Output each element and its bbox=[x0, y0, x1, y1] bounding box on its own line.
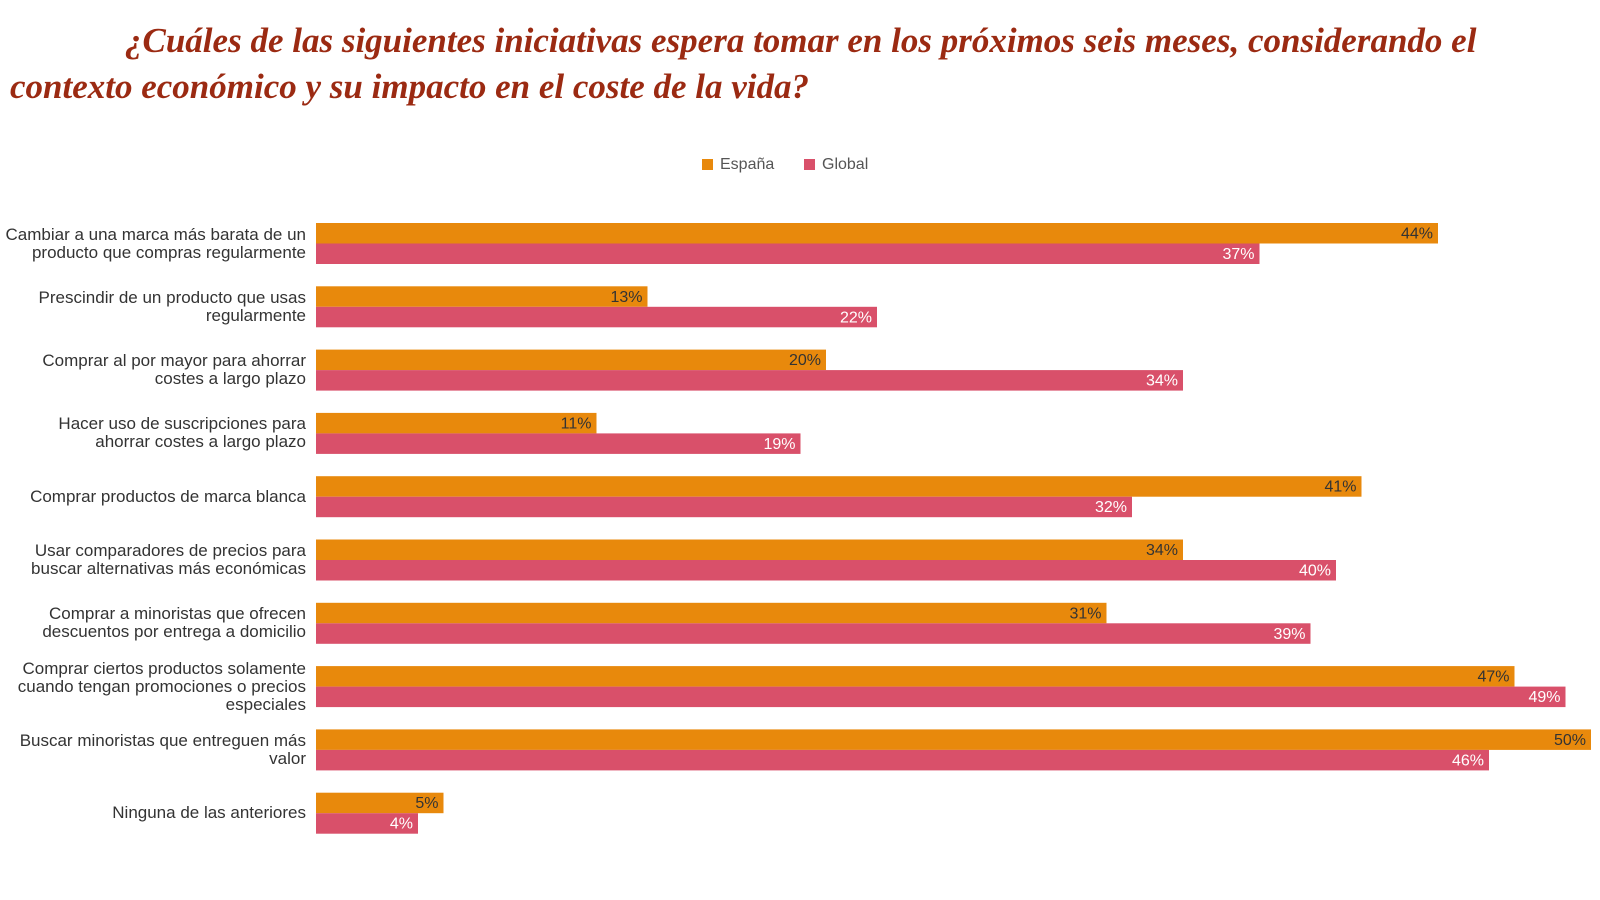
value-label: 5% bbox=[415, 795, 438, 812]
value-label: 41% bbox=[1324, 479, 1356, 496]
bar bbox=[316, 223, 1438, 244]
bar bbox=[316, 623, 1311, 644]
bar bbox=[316, 370, 1183, 391]
chart-title: ¿Cuáles de las siguientes iniciativas es… bbox=[10, 21, 1477, 106]
bar bbox=[316, 496, 1132, 518]
legend-label: España bbox=[720, 156, 774, 173]
value-label: 11% bbox=[561, 415, 592, 432]
value-label: 34% bbox=[1146, 542, 1178, 559]
bar bbox=[316, 729, 1591, 750]
value-label: 40% bbox=[1299, 562, 1331, 579]
value-label: 49% bbox=[1528, 689, 1560, 706]
category-label: Ninguna de las anteriores bbox=[112, 803, 306, 823]
bar bbox=[316, 602, 1107, 624]
category-label: Comprar al por mayor para ahorrar costes… bbox=[42, 351, 306, 389]
bar bbox=[316, 749, 1489, 771]
value-label: 4% bbox=[390, 816, 413, 833]
bar bbox=[316, 286, 648, 307]
category-label: Comprar productos de marca blanca bbox=[30, 486, 306, 506]
value-label: 20% bbox=[789, 352, 821, 369]
category-label: Prescindir de un producto que usas regul… bbox=[38, 287, 306, 325]
bar bbox=[316, 243, 1260, 264]
value-label: 34% bbox=[1146, 373, 1178, 390]
category-label: Comprar ciertos productos solamente cuan… bbox=[17, 658, 306, 714]
bar bbox=[316, 539, 1183, 560]
value-label: 39% bbox=[1273, 626, 1305, 643]
bar bbox=[316, 349, 826, 371]
value-label: 19% bbox=[763, 436, 795, 453]
bar bbox=[316, 813, 418, 834]
value-label: 22% bbox=[840, 309, 872, 326]
category-label: Hacer uso de suscripciones para ahorrar … bbox=[58, 414, 306, 452]
bar bbox=[316, 476, 1362, 497]
legend-label: Global bbox=[822, 156, 868, 173]
category-label: Cambiar a una marca más barata de un pro… bbox=[5, 224, 307, 262]
bar bbox=[316, 306, 877, 328]
category-label: Usar comparadores de precios para buscar… bbox=[31, 541, 306, 578]
value-label: 50% bbox=[1554, 732, 1586, 749]
bar bbox=[316, 433, 801, 454]
value-label: 47% bbox=[1477, 669, 1509, 686]
value-label: 46% bbox=[1452, 752, 1484, 769]
legend-swatch bbox=[702, 159, 713, 170]
bar bbox=[316, 412, 597, 434]
bar bbox=[316, 666, 1515, 687]
bar bbox=[316, 792, 444, 814]
category-label: Buscar minoristas que entreguen más valo… bbox=[19, 730, 306, 768]
value-label: 44% bbox=[1401, 225, 1433, 242]
value-label: 37% bbox=[1222, 246, 1254, 263]
value-label: 13% bbox=[610, 289, 642, 306]
bar bbox=[316, 560, 1336, 581]
legend-swatch bbox=[804, 159, 815, 170]
value-label: 31% bbox=[1069, 605, 1101, 622]
category-label: Comprar a minoristas que ofrecen descuen… bbox=[42, 604, 306, 642]
bar bbox=[316, 686, 1566, 708]
value-label: 32% bbox=[1095, 499, 1127, 516]
